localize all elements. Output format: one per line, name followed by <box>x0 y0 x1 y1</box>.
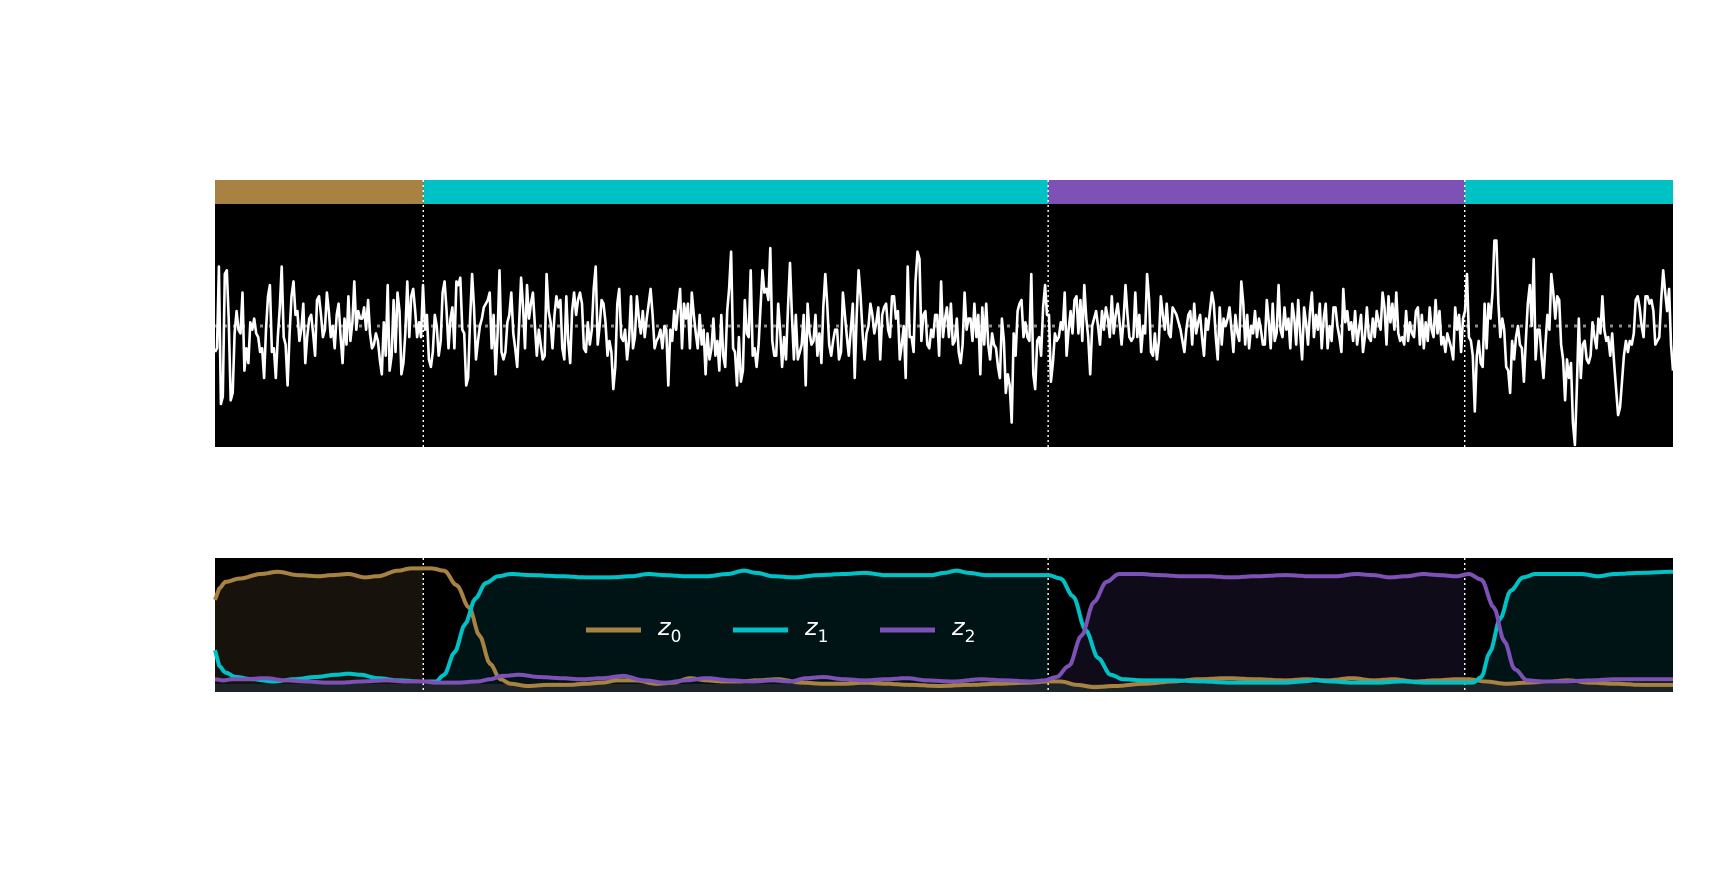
state-shading-2 <box>1048 574 1465 692</box>
legend-name-z2: z <box>951 613 966 641</box>
legend-label-z2: z2 <box>951 613 975 647</box>
posterior-line-z0 <box>213 566 1673 690</box>
state-segment-0 <box>215 180 424 204</box>
posterior-panel: z0 z1 z2 <box>213 558 1673 692</box>
state-segment-3 <box>1464 180 1673 204</box>
legend: z0 z1 z2 <box>586 613 975 647</box>
state-shading-0 <box>215 568 424 692</box>
legend-sub-z0: 0 <box>671 627 682 647</box>
baseline-strip <box>215 684 1673 692</box>
legend-name-z0: z <box>657 613 672 641</box>
state-segment-2 <box>1048 180 1465 204</box>
signal-panel <box>213 180 1675 447</box>
legend-label-z0: z0 <box>657 613 681 647</box>
posterior-changepoint-lines <box>422 558 1466 692</box>
state-shading-3 <box>1464 571 1673 692</box>
posterior-line-z1 <box>213 568 1673 685</box>
legend-name-z1: z <box>804 613 819 641</box>
legend-sub-z2: 2 <box>965 627 976 647</box>
state-segment-1 <box>423 180 1049 204</box>
observed-signal-line <box>213 239 1675 447</box>
legend-sub-z1: 1 <box>818 627 829 647</box>
posterior-series-lines <box>213 566 1673 690</box>
state-segment-bar <box>215 180 1673 204</box>
legend-label-z1: z1 <box>804 613 828 647</box>
posterior-line-z2 <box>214 572 1673 685</box>
